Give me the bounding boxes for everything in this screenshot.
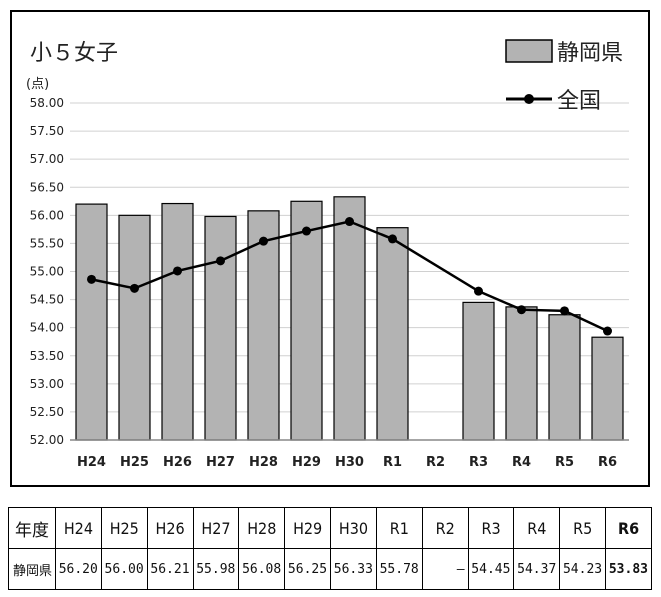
national-point-R3 bbox=[474, 286, 483, 296]
national-point-H26 bbox=[173, 266, 182, 276]
x-tick-label: R2 bbox=[426, 455, 445, 470]
table-value-H24: 56.20 bbox=[55, 548, 102, 590]
table-year-R2: R2 bbox=[421, 507, 469, 549]
chart-frame: 52.00 52.50 53.00 53.50 54.00 54.50 55.00 55.50… bbox=[10, 10, 650, 487]
table-value-R4: 54.37 bbox=[513, 548, 561, 590]
table-year-H30: H30 bbox=[330, 507, 377, 549]
y-axis-label: (点) bbox=[26, 77, 49, 92]
bar-R6 bbox=[591, 336, 624, 441]
bar-H24 bbox=[75, 203, 108, 441]
national-point-R6 bbox=[603, 326, 612, 336]
y-tick-label: 56.00 bbox=[30, 208, 64, 222]
axes: 52.00 52.50 53.00 53.50 54.00 54.50 55.00 55.50… bbox=[30, 96, 629, 470]
x-tick-label: H24 bbox=[77, 455, 106, 470]
x-tick-label: R1 bbox=[383, 455, 402, 470]
y-tick-label: 55.50 bbox=[30, 236, 64, 250]
x-tick-label: H28 bbox=[249, 455, 278, 470]
x-tick-label: R6 bbox=[598, 455, 617, 470]
table-header-label: 年度 bbox=[8, 507, 56, 549]
bar-H25 bbox=[118, 214, 151, 441]
x-tick-label: H25 bbox=[120, 455, 149, 470]
table-value-H26: 56.21 bbox=[146, 548, 194, 590]
table-year-R4: R4 bbox=[513, 507, 561, 549]
chart-svg: 52.00 52.50 53.00 53.50 54.00 54.50 55.00 55.50… bbox=[26, 39, 629, 470]
x-tick-label: H27 bbox=[206, 455, 235, 470]
bar-H30 bbox=[333, 196, 366, 441]
x-tick-label: H26 bbox=[163, 455, 192, 470]
table-value-R6: 53.83 bbox=[605, 548, 652, 590]
table-year-H28: H28 bbox=[238, 507, 286, 549]
national-point-R5 bbox=[560, 306, 569, 316]
legend-swatch-shizuoka bbox=[505, 39, 553, 63]
national-point-H29 bbox=[302, 226, 311, 236]
y-tick-label: 52.00 bbox=[30, 433, 64, 447]
table-value-R3: 54.45 bbox=[467, 548, 515, 590]
table-year-H25: H25 bbox=[100, 507, 148, 549]
bar-H28 bbox=[247, 210, 280, 441]
x-tick-label: R4 bbox=[512, 455, 531, 470]
national-point-H27 bbox=[216, 256, 225, 266]
bar-R5 bbox=[548, 314, 581, 441]
legend-label-national: 全国 bbox=[557, 89, 601, 114]
x-tick-label: H29 bbox=[292, 455, 321, 470]
data-table: 年度 H24 H25 H26 H27 H28 H29 H30 R1 R2 R3 R4 R5 R6 静岡県… bbox=[8, 507, 652, 590]
table-value-row: 静岡県 56.20 56.00 56.21 55.98 56.08 56.25 56.33 5… bbox=[8, 548, 652, 590]
y-tick-label: 54.00 bbox=[30, 321, 64, 335]
y-tick-label: 54.50 bbox=[30, 293, 64, 307]
table-value-H29: 56.25 bbox=[284, 548, 332, 590]
national-point-H28 bbox=[259, 236, 268, 246]
table-value-R2: ― bbox=[421, 548, 469, 590]
table-row-label: 静岡県 bbox=[8, 548, 56, 590]
national-line-path bbox=[91, 220, 609, 333]
table-year-R5: R5 bbox=[559, 507, 607, 549]
table-year-H24: H24 bbox=[55, 507, 102, 549]
y-tick-label: 53.00 bbox=[30, 377, 64, 391]
bar-H29 bbox=[290, 200, 323, 441]
bar-H27 bbox=[204, 215, 237, 441]
national-point-H30 bbox=[345, 217, 354, 227]
table-value-H28: 56.08 bbox=[238, 548, 286, 590]
national-point-R1 bbox=[388, 234, 397, 244]
legend-label-shizuoka: 静岡県 bbox=[557, 41, 623, 66]
legend: 静岡県 全国 bbox=[505, 39, 623, 114]
bars bbox=[75, 196, 624, 441]
y-tick-label: 57.00 bbox=[30, 152, 64, 166]
national-line bbox=[87, 217, 612, 336]
table-year-H26: H26 bbox=[146, 507, 194, 549]
bar-R3 bbox=[462, 301, 495, 441]
table-value-R1: 55.78 bbox=[375, 548, 423, 590]
y-tick-label: 55.00 bbox=[30, 265, 64, 279]
table-year-R1: R1 bbox=[375, 507, 423, 549]
table-value-H25: 56.00 bbox=[100, 548, 148, 590]
bar-H26 bbox=[161, 202, 194, 441]
bar-R4 bbox=[505, 306, 538, 441]
y-tick-label: 57.50 bbox=[30, 124, 64, 138]
table-value-R5: 54.23 bbox=[559, 548, 607, 590]
table-year-H27: H27 bbox=[192, 507, 240, 549]
table-year-H29: H29 bbox=[284, 507, 332, 549]
y-tick-label: 56.50 bbox=[30, 180, 64, 194]
national-point-H25 bbox=[130, 283, 139, 293]
legend-marker-national bbox=[524, 94, 534, 104]
table-year-R6: R6 bbox=[605, 507, 652, 549]
table-value-H27: 55.98 bbox=[192, 548, 240, 590]
chart-title: 小５女子 bbox=[30, 41, 118, 66]
bar-R1 bbox=[376, 227, 409, 441]
y-tick-label: 53.50 bbox=[30, 349, 64, 363]
y-tick-label: 52.50 bbox=[30, 405, 64, 419]
x-tick-label: R3 bbox=[469, 455, 488, 470]
x-tick-label: R5 bbox=[555, 455, 574, 470]
national-point-R4 bbox=[517, 305, 526, 315]
y-tick-label: 58.00 bbox=[30, 96, 64, 110]
table-header-row: 年度 H24 H25 H26 H27 H28 H29 H30 R1 R2 R3 R4 R5 R6 bbox=[8, 507, 652, 549]
x-tick-label: H30 bbox=[335, 455, 364, 470]
table-year-R3: R3 bbox=[467, 507, 515, 549]
national-point-H24 bbox=[87, 274, 96, 284]
table-value-H30: 56.33 bbox=[330, 548, 377, 590]
